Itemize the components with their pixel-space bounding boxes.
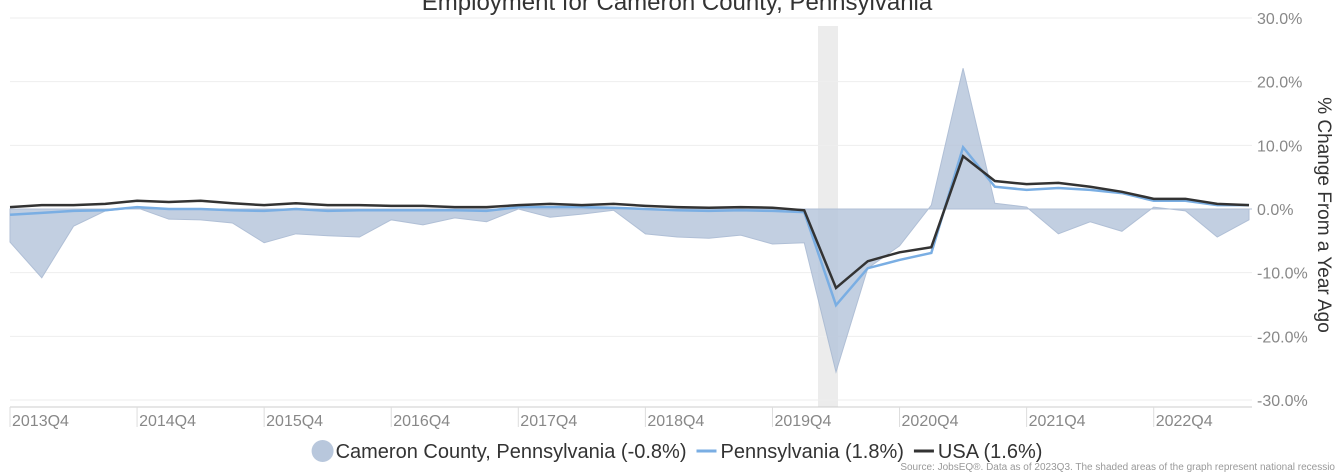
x-tick-label: 2014Q4: [139, 413, 196, 430]
x-tick-label: 2022Q4: [1156, 413, 1213, 430]
area: [9, 68, 1250, 374]
x-tick-label: 2015Q4: [266, 413, 323, 430]
y-axis-label: % Change From a Year Ago: [1313, 97, 1334, 333]
x-tick-label: 2019Q4: [774, 413, 831, 430]
y-tick-label: 30.0%: [1257, 11, 1302, 28]
legend-label: Pennsylvania (1.8%): [720, 441, 903, 463]
line: [9, 154, 1250, 291]
source-note: Source: JobsEQ®. Data as of 2023Q3. The …: [900, 462, 1335, 473]
y-tick-label: 10.0%: [1257, 138, 1302, 155]
x-tick-label: 2013Q4: [12, 413, 69, 430]
legend-marker: [311, 440, 334, 462]
x-tick-label: 2021Q4: [1029, 413, 1086, 430]
x-tick-label: 2020Q4: [902, 413, 959, 430]
chart-title: Employment for Cameron County, Pennsylva…: [422, 0, 933, 16]
legend-label: USA (1.6%): [938, 441, 1042, 463]
x-tick-label: 2016Q4: [393, 413, 450, 430]
x-tick-label: 2017Q4: [520, 413, 577, 430]
y-tick-label: 20.0%: [1257, 75, 1302, 92]
x-tick-label: 2018Q4: [647, 413, 704, 430]
legend-label: Cameron County, Pennsylvania (-0.8%): [336, 441, 687, 463]
y-tick-label: -30.0%: [1257, 393, 1308, 410]
line: [9, 144, 1249, 308]
y-tick-label: -10.0%: [1257, 266, 1308, 283]
y-tick-label: -20.0%: [1257, 329, 1308, 346]
y-tick-label: 0.0%: [1257, 202, 1293, 219]
